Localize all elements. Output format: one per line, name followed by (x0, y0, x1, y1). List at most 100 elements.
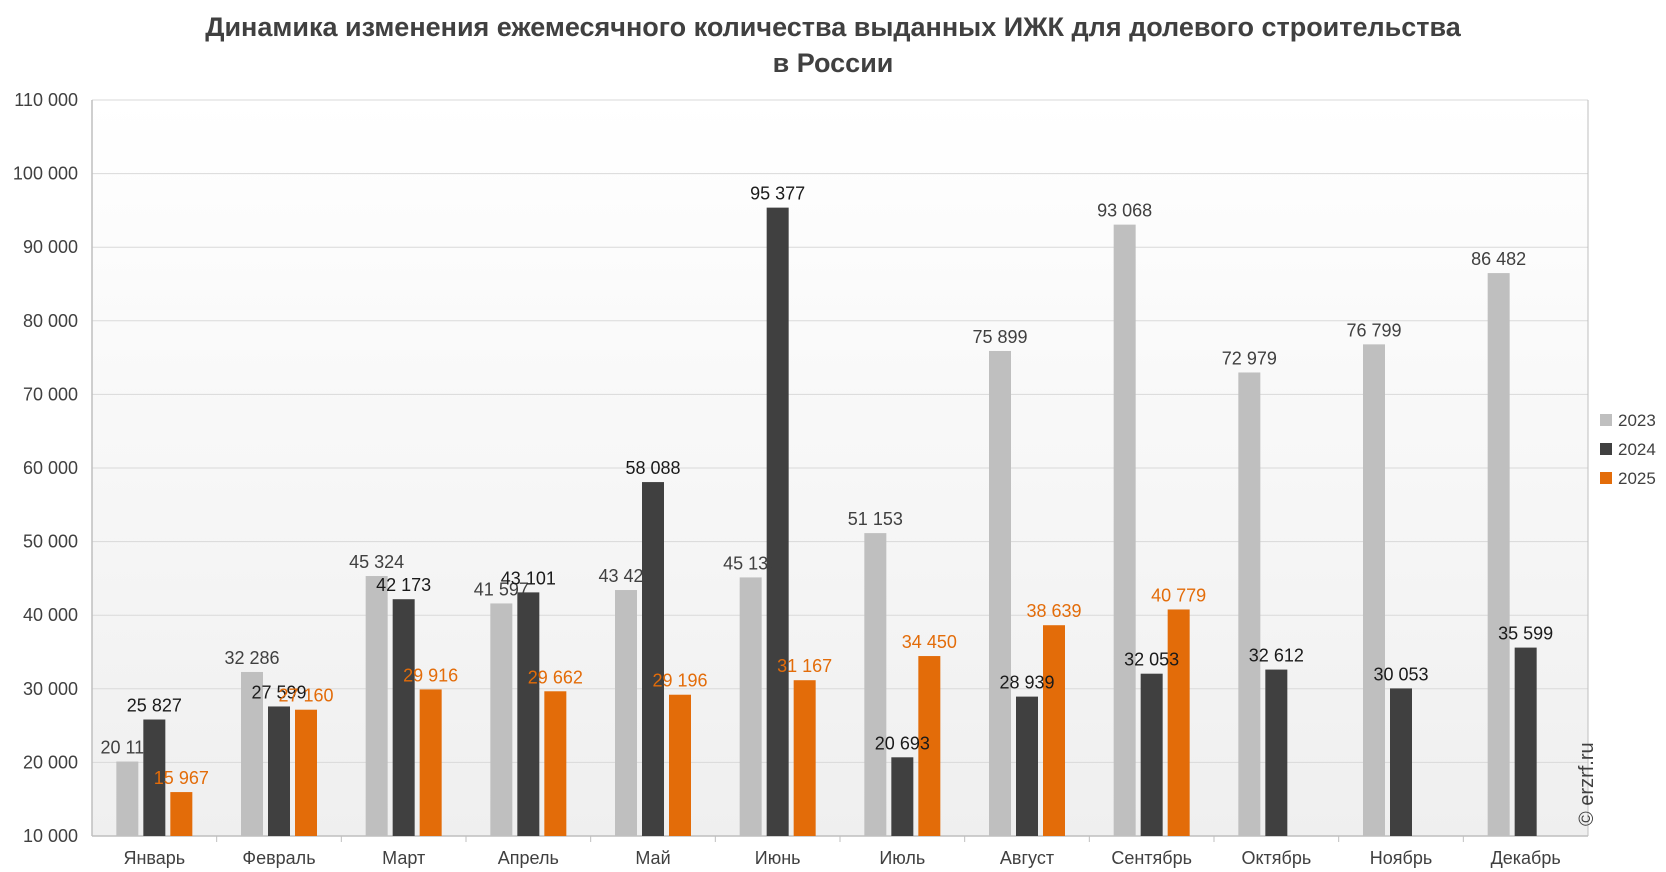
bar-2023-5 (739, 577, 762, 836)
x-category-label: Июнь (755, 848, 801, 868)
x-category-label: Апрель (498, 848, 559, 868)
data-label-2023: 45 324 (349, 552, 404, 572)
x-category-label: Декабрь (1491, 848, 1561, 868)
data-label-2023: 20 117 (100, 738, 154, 758)
bar-2025-0 (170, 792, 193, 836)
y-tick-label: 50 000 (23, 532, 78, 552)
bar-2024-3 (517, 592, 540, 836)
data-label-2023: 51 153 (848, 509, 903, 529)
bar-2025-6 (918, 656, 941, 836)
bar-2023-1 (241, 671, 263, 836)
data-label-2025: 34 450 (902, 632, 957, 652)
data-label-2024: 28 939 (999, 673, 1054, 693)
bar-2025-7 (1043, 625, 1065, 836)
x-category-label: Май (635, 848, 670, 868)
data-label-2023: 32 286 (224, 648, 279, 668)
legend-swatch-2023 (1600, 414, 1612, 426)
bar-2025-5 (793, 680, 816, 836)
data-label-2024: 42 173 (376, 575, 431, 595)
legend-label-2024: 2024 (1618, 440, 1656, 459)
data-label-2025: 40 779 (1151, 585, 1206, 605)
data-label-2025: 38 639 (1026, 601, 1081, 621)
bars (116, 207, 1537, 837)
legend-label-2025: 2025 (1618, 469, 1656, 488)
y-tick-label: 30 000 (23, 679, 78, 699)
y-tick-label: 80 000 (23, 311, 78, 331)
data-label-2025: 15 967 (154, 768, 209, 788)
data-label-2025: 31 167 (777, 656, 832, 676)
data-label-2024: 30 053 (1373, 664, 1428, 684)
data-label-2025: 27 160 (278, 686, 333, 706)
x-category-label: Январь (123, 848, 185, 868)
x-category-label: Июль (879, 848, 925, 868)
bar-2023-2 (365, 576, 388, 836)
data-label-2025: 29 916 (403, 665, 458, 685)
bar-2024-1 (268, 706, 290, 836)
data-label-2024: 95 377 (750, 184, 805, 204)
x-category-label: Ноябрь (1370, 848, 1432, 868)
data-label-2024: 27 599 (251, 682, 306, 702)
bar-2025-2 (419, 689, 442, 836)
bar-2023-9 (1238, 372, 1261, 836)
gridlines (92, 99, 1588, 837)
bar-2023-7 (989, 350, 1011, 836)
y-tick-label: 110 000 (14, 90, 78, 110)
legend: 2023 2024 2025 (1600, 411, 1656, 488)
data-label-2024: 58 088 (625, 458, 680, 478)
data-label-2023: 86 482 (1471, 249, 1526, 269)
bar-2024-9 (1265, 669, 1288, 836)
legend-swatch-2024 (1600, 443, 1612, 455)
data-label-2023: 72 979 (1222, 348, 1277, 368)
data-label-2024: 20 693 (875, 733, 930, 753)
y-tick-label: 40 000 (23, 605, 78, 625)
x-category-label: Март (382, 848, 425, 868)
chart-subtitle: в России (773, 48, 894, 78)
x-category-label: Октябрь (1241, 848, 1311, 868)
data-label-2025: 29 196 (652, 671, 707, 691)
legend-swatch-2025 (1600, 472, 1612, 484)
bar-2023-10 (1363, 344, 1385, 836)
y-tick-label: 70 000 (23, 384, 78, 404)
bar-2025-4 (669, 694, 691, 836)
data-label-2023: 45 135 (723, 553, 778, 573)
data-label-2023: 75 899 (972, 327, 1027, 347)
bar-2023-3 (490, 603, 513, 836)
y-tick-label: 100 000 (13, 164, 78, 184)
data-label-2023: 41 597 (474, 579, 529, 599)
data-label-2023: 43 422 (598, 566, 653, 586)
bar-2024-7 (1016, 696, 1038, 836)
bar-2024-5 (766, 207, 789, 837)
data-label-2025: 29 662 (528, 667, 583, 687)
chart-title: Динамика изменения ежемесячного количест… (205, 12, 1462, 42)
data-label-2023: 76 799 (1346, 320, 1401, 340)
bar-2024-0 (143, 719, 166, 836)
data-label-2024: 32 053 (1124, 650, 1179, 670)
bar-2023-0 (116, 761, 139, 836)
bar-2025-8 (1167, 609, 1190, 836)
bar-2023-8 (1113, 224, 1136, 837)
y-tick-label: 10 000 (23, 826, 78, 846)
x-category-label: Сентябрь (1111, 848, 1192, 868)
data-label-2024: 35 599 (1498, 624, 1553, 644)
axes: 10 000 20 000 30 000 40 000 50 000 60 000 70 0… (13, 90, 1589, 868)
bar-2024-6 (891, 757, 914, 836)
bar-2024-4 (642, 482, 664, 836)
bar-2024-11 (1514, 647, 1537, 836)
bar-2025-1 (295, 709, 317, 836)
bar-2023-6 (864, 533, 887, 836)
y-tick-label: 20 000 (23, 752, 78, 772)
x-category-label: Август (1000, 848, 1054, 868)
bar-2023-11 (1487, 273, 1510, 836)
y-tick-label: 90 000 (23, 237, 78, 257)
watermark-text: © erzrf.ru (1576, 742, 1598, 826)
bar-2025-3 (544, 691, 567, 836)
x-category-label: Февраль (242, 848, 315, 868)
data-label-2024: 32 612 (1249, 646, 1304, 666)
bar-2024-10 (1390, 688, 1412, 836)
data-label-2024: 25 827 (127, 696, 182, 716)
legend-label-2023: 2023 (1618, 411, 1656, 430)
data-label-2024: 43 101 (501, 568, 556, 588)
